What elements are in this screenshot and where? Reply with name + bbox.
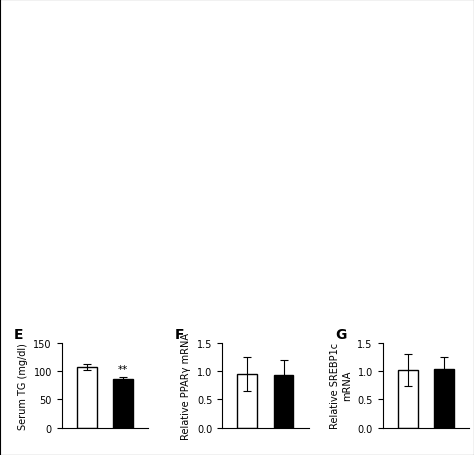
Bar <box>77 367 97 428</box>
Bar <box>434 369 454 428</box>
Text: $Mkp$-$1fl/fl$: $Mkp$-$1fl/fl$ <box>347 200 391 212</box>
Bar <box>273 376 293 428</box>
Text: C: C <box>164 187 175 201</box>
Bar <box>113 379 133 428</box>
Text: A: A <box>21 0 32 14</box>
Text: **: ** <box>437 11 446 20</box>
Y-axis label: Serum TG (mg/dl): Serum TG (mg/dl) <box>18 342 28 429</box>
Text: G: G <box>335 328 346 342</box>
Bar <box>212 223 227 287</box>
X-axis label: Weeks on HFD: Weeks on HFD <box>225 172 306 182</box>
Text: ***
**: *** ** <box>389 5 402 22</box>
Bar <box>398 370 418 428</box>
Y-axis label: Relative SREBP1c
mRNA: Relative SREBP1c mRNA <box>330 342 352 428</box>
Y-axis label: Total body fat mass (g): Total body fat mass (g) <box>163 189 173 301</box>
Bar <box>100 209 115 287</box>
Text: F: F <box>174 328 184 342</box>
Y-axis label: Relative PPARγ mRNA: Relative PPARγ mRNA <box>182 332 191 439</box>
Bar <box>237 374 257 428</box>
Y-axis label: Total body lean mass (g): Total body lean mass (g) <box>24 185 34 305</box>
Y-axis label: Body Weight (g): Body Weight (g) <box>24 41 34 120</box>
Text: ***: *** <box>343 20 356 30</box>
Text: MKP1-MKO: MKP1-MKO <box>414 204 462 212</box>
Bar <box>73 212 88 287</box>
Text: ***: *** <box>239 224 254 234</box>
Text: **: ** <box>299 29 308 38</box>
Text: **: ** <box>118 364 128 374</box>
Text: D: D <box>329 187 340 201</box>
Text: B: B <box>26 187 36 201</box>
Bar <box>239 238 254 287</box>
Legend: $Mkp$-$1fl/fl$, MKP1-MKO: $Mkp$-$1fl/fl$, MKP1-MKO <box>87 16 172 43</box>
Text: E: E <box>14 328 23 342</box>
